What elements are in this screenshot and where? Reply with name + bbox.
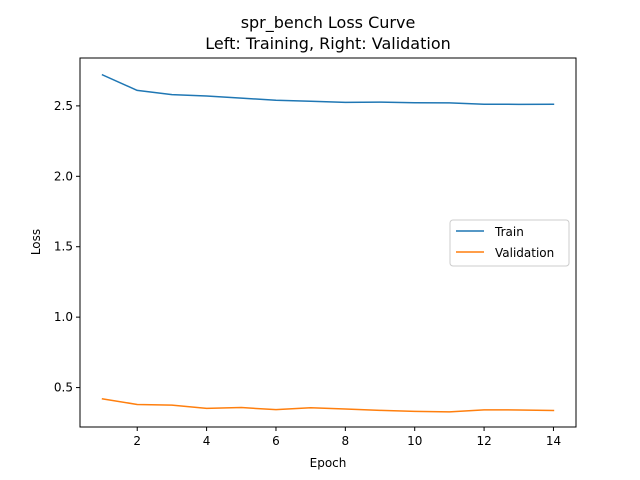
legend-label-validation: Validation — [495, 246, 554, 260]
series-line-train — [101, 73, 555, 106]
x-tick-label: 10 — [407, 434, 422, 448]
plot-frame — [79, 57, 577, 428]
y-axis: 0.5 1.0 1.5 2.0 2.5 — [54, 99, 80, 395]
legend: Train Validation — [449, 219, 570, 267]
y-tick-label: 2.5 — [54, 99, 73, 113]
x-axis-label: Epoch — [310, 456, 347, 470]
x-tick-label: 14 — [546, 434, 561, 448]
y-tick-label: 1.5 — [54, 240, 73, 254]
x-tick-label: 2 — [133, 434, 141, 448]
chart-subtitle: Left: Training, Right: Validation — [205, 34, 451, 53]
x-tick-label: 12 — [476, 434, 491, 448]
x-tick-label: 4 — [203, 434, 211, 448]
y-tick-label: 1.0 — [54, 310, 73, 324]
x-tick-label: 8 — [342, 434, 350, 448]
y-tick-label: 2.0 — [54, 169, 73, 183]
legend-label-train: Train — [494, 225, 524, 239]
x-axis: 2 4 6 8 10 12 14 — [133, 427, 561, 448]
series-line-validation — [101, 397, 555, 413]
x-tick-label: 6 — [272, 434, 280, 448]
plot-lines — [101, 73, 555, 413]
chart-title: spr_bench Loss Curve — [241, 13, 416, 33]
y-tick-label: 0.5 — [54, 381, 73, 395]
y-axis-label: Loss — [29, 229, 43, 255]
